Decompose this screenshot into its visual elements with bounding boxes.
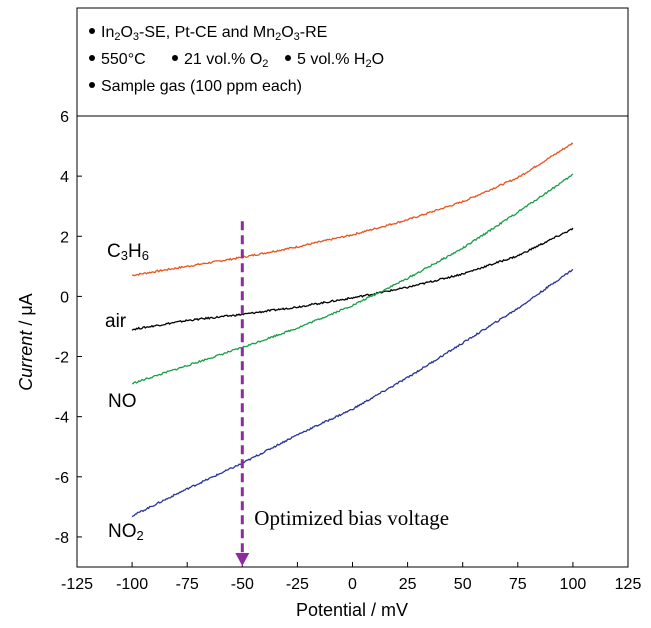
y-axis: -8 -6 -4 -2 0 2 4 6 xyxy=(55,109,82,547)
y-tick-label: 2 xyxy=(60,229,69,246)
y-tick-label: -2 xyxy=(55,350,69,367)
bullet-icon xyxy=(89,55,95,61)
bullet-icon xyxy=(89,28,95,34)
bias-annotation: Optimized bias voltage xyxy=(235,221,449,566)
legend-line-2: 550°C 21 vol.% O2 5 vol.% H2O xyxy=(89,51,384,70)
bullet-icon xyxy=(172,55,178,61)
legend-sample-gas: Sample gas (100 ppm each) xyxy=(101,78,302,95)
bullet-icon xyxy=(285,55,291,61)
bullet-icon xyxy=(89,82,95,88)
label-c3h6: C3H6 xyxy=(107,241,149,263)
label-air: air xyxy=(105,311,127,332)
svg-text:In2O3-SE, Pt-CE and Mn2O3-RE: In2O3-SE, Pt-CE and Mn2O3-RE xyxy=(101,24,327,43)
label-no2: NO2 xyxy=(108,521,144,543)
y-tick-label: -4 xyxy=(55,410,69,427)
legend-temperature: 550°C xyxy=(101,51,146,68)
y-axis-title: Current / μA xyxy=(16,293,36,390)
x-tick-label: 50 xyxy=(454,576,472,593)
x-tick-label: -100 xyxy=(116,576,148,593)
x-tick-label: 75 xyxy=(509,576,527,593)
svg-text:21 vol.% O2: 21 vol.% O2 xyxy=(184,51,268,70)
x-tick-label: 125 xyxy=(615,576,642,593)
bias-arrow-head xyxy=(235,553,250,566)
legend-line-3: Sample gas (100 ppm each) xyxy=(89,78,302,95)
x-tick-label: 100 xyxy=(560,576,587,593)
x-tick-label: -125 xyxy=(61,576,93,593)
y-tick-label: -8 xyxy=(55,530,69,547)
series-line-no2 xyxy=(131,268,574,518)
series-line-c3h6 xyxy=(131,142,574,277)
y-tick-label: 4 xyxy=(60,169,69,186)
label-no: NO xyxy=(108,391,137,412)
x-tick-label: 25 xyxy=(399,576,417,593)
curve-labels: C3H6 air NO NO2 xyxy=(105,241,149,543)
legend-line-1: In2O3-SE, Pt-CE and Mn2O3-RE xyxy=(89,24,327,43)
x-tick-label: -75 xyxy=(176,576,199,593)
y-tick-label: 6 xyxy=(60,109,69,126)
svg-text:5 vol.% H2O: 5 vol.% H2O xyxy=(297,51,384,70)
y-tick-label: 0 xyxy=(60,289,69,306)
series-line-air xyxy=(131,227,574,331)
bias-annotation-label: Optimized bias voltage xyxy=(254,506,449,530)
x-tick-label: -50 xyxy=(231,576,254,593)
series-line-no xyxy=(132,173,574,385)
y-tick-label: -6 xyxy=(55,470,69,487)
x-tick-label: 0 xyxy=(348,576,357,593)
x-axis-title: Potential / mV xyxy=(296,600,408,620)
legend-box xyxy=(76,7,629,117)
legend-in2o3-a: In xyxy=(101,24,114,41)
series-group xyxy=(131,142,574,518)
plot-frame xyxy=(76,115,629,568)
x-tick-label: -25 xyxy=(286,576,309,593)
